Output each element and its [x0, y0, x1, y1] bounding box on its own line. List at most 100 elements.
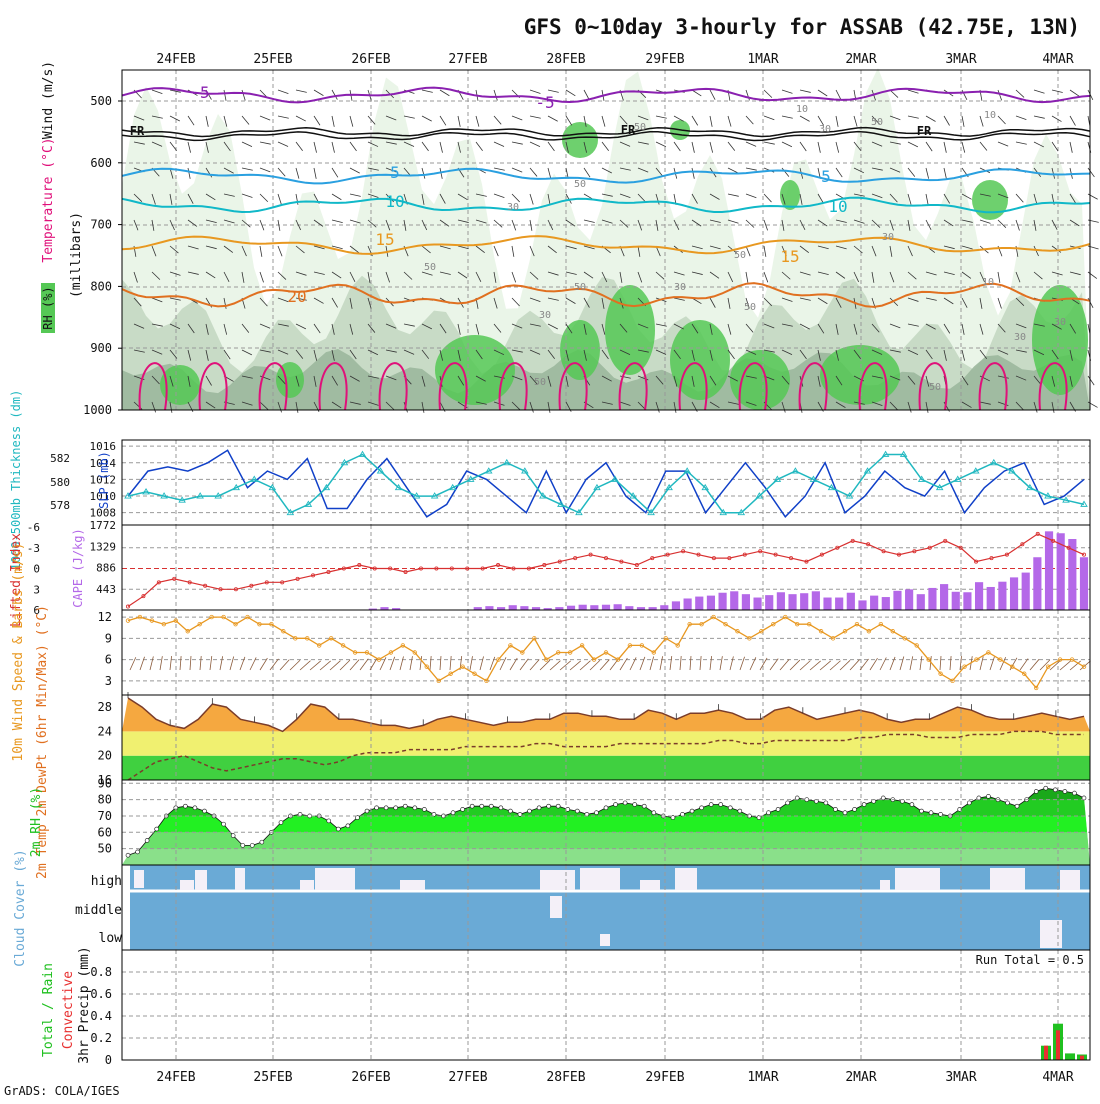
- rh-point: [613, 802, 618, 807]
- isotherm-label: FR: [130, 124, 145, 138]
- isotherm-25-loop: [378, 362, 408, 411]
- wind-10m-barb: [759, 657, 768, 671]
- wind-barb: [511, 141, 523, 145]
- wind-barb: [763, 245, 767, 257]
- wind-barb: [205, 141, 209, 153]
- wind-barb: [817, 245, 829, 250]
- wind-barb: [295, 271, 307, 276]
- cape-bar: [974, 582, 984, 610]
- rh-point: [422, 807, 427, 812]
- lifted-point: [619, 559, 624, 564]
- isotherm-label: 10: [828, 197, 847, 216]
- rh-high-area: [820, 345, 900, 405]
- wind-barb: [1033, 349, 1045, 356]
- lifted-tick: -6: [27, 521, 40, 534]
- wind-barb: [691, 141, 695, 153]
- wind-barb: [421, 245, 431, 254]
- thickness-point: [899, 450, 908, 457]
- wind-barb: [205, 323, 209, 335]
- wind-barb: [421, 141, 429, 152]
- wind-barb: [565, 219, 576, 227]
- wind-barb: [313, 245, 325, 250]
- wind-10m-point: [567, 650, 573, 655]
- wind-barb: [385, 167, 397, 173]
- temp-axis-label: 2m Temp 2m DewPt (6hr Min/Max) (°C): [35, 605, 50, 879]
- wind-barb: [511, 349, 523, 353]
- wind-barb: [493, 297, 498, 309]
- wind-barb: [655, 167, 664, 177]
- cape-bar: [695, 596, 704, 610]
- wind-barb: [1033, 115, 1045, 119]
- wind-barb: [727, 297, 731, 309]
- wind-10m-barb: [369, 657, 378, 671]
- wind-barb: [187, 141, 191, 153]
- wind-10m-barb: [779, 659, 790, 671]
- wind-barb: [205, 193, 216, 201]
- wind-barb: [547, 271, 559, 276]
- rh-point: [469, 803, 475, 809]
- isotherm-label: -5: [190, 83, 209, 102]
- wind-barb: [637, 271, 643, 283]
- wind-barb: [979, 115, 984, 127]
- wind-10m-barb: [569, 660, 581, 671]
- wind-barb: [349, 349, 357, 360]
- wind-barb: [943, 349, 947, 361]
- wind-barb: [817, 297, 828, 305]
- date-label-bottom: 1MAR: [747, 1070, 778, 1085]
- wind-barb: [547, 401, 551, 413]
- wind-barb: [367, 323, 376, 333]
- wind-10m-barb: [559, 660, 571, 671]
- wind-barb: [277, 167, 286, 177]
- wind-10m-barb: [679, 656, 682, 671]
- wind-barb: [295, 167, 300, 179]
- thickness-point: [430, 492, 439, 499]
- wind-barb: [745, 323, 754, 333]
- thickness-point: [1044, 492, 1052, 499]
- wind-barb: [385, 141, 397, 145]
- isotherm-25-loop: [198, 362, 228, 411]
- wind-barb: [889, 375, 901, 381]
- temp-tick: 28: [98, 700, 112, 714]
- wind-barb: [943, 193, 951, 204]
- temp-tick: 24: [98, 724, 112, 738]
- lifted-point: [927, 545, 932, 550]
- wind-barb: [745, 115, 754, 125]
- rh-high-area: [730, 350, 790, 410]
- cape-bar: [392, 608, 401, 610]
- wind-barb: [349, 323, 354, 335]
- wind-barb: [565, 323, 573, 334]
- wind-barb: [1051, 115, 1062, 122]
- wind-barb: [151, 271, 161, 280]
- wind-barb: [1033, 89, 1045, 94]
- wind-barb: [223, 141, 231, 152]
- wind-barb: [763, 349, 775, 353]
- wind-barb: [529, 193, 534, 205]
- thickness-point: [412, 492, 421, 499]
- wind-barb: [817, 141, 821, 153]
- rh-contour-label: 30: [674, 282, 686, 293]
- wind-barb: [871, 167, 883, 171]
- wind-barb: [223, 115, 228, 127]
- wind-barb: [493, 349, 505, 356]
- wind-barb: [331, 375, 339, 386]
- wind-barb: [691, 219, 702, 227]
- wind-barb: [961, 401, 972, 408]
- wind-barb: [727, 167, 739, 174]
- wind-10m-point: [842, 629, 848, 634]
- rh-point: [766, 810, 771, 815]
- wind-barb: [817, 375, 821, 387]
- wind-barb: [367, 115, 376, 125]
- lifted-point: [249, 583, 254, 588]
- wind-barb: [691, 167, 695, 179]
- wind-barb: [943, 297, 954, 305]
- wind-barb: [493, 167, 505, 171]
- thickness-point: [827, 483, 836, 491]
- wind-10m-point: [579, 643, 585, 648]
- wind-barb: [835, 167, 843, 178]
- wind-barb: [313, 141, 317, 153]
- wind-barb: [349, 297, 353, 309]
- wind-barb: [763, 271, 769, 283]
- wind-10m-barb: [479, 656, 484, 671]
- wind-10m-point: [1081, 664, 1087, 669]
- wind-10m-barb: [729, 656, 734, 671]
